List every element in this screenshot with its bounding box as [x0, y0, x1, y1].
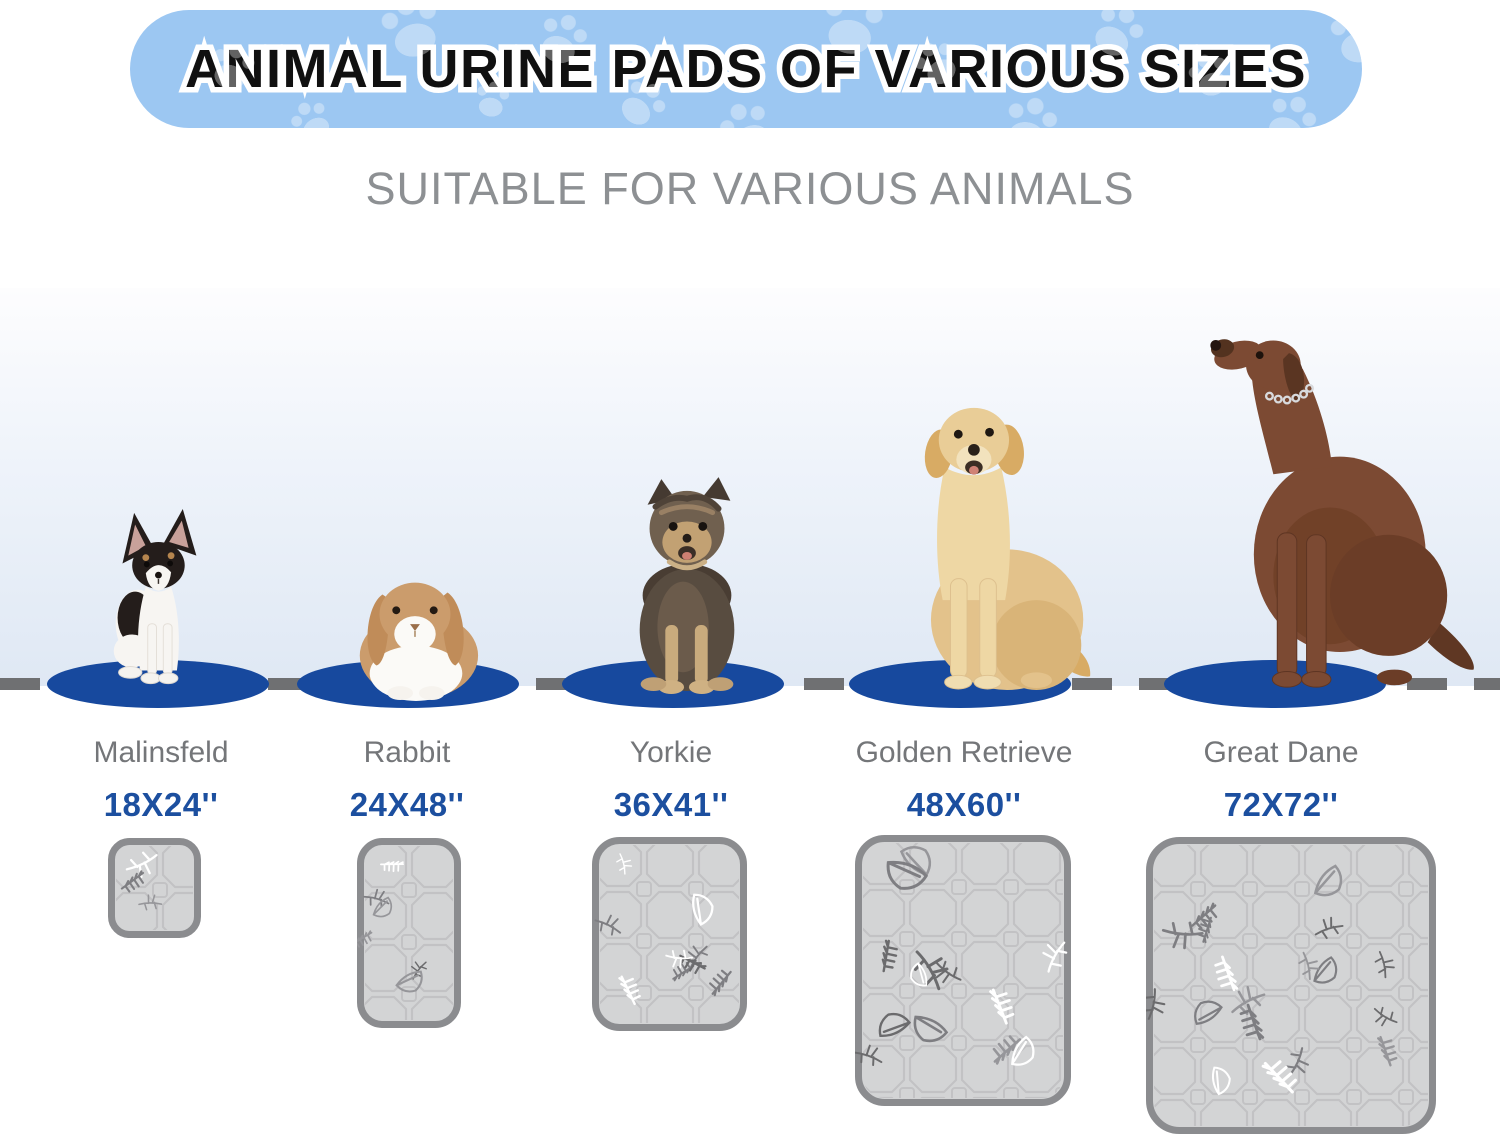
great-dane-illustration — [1210, 339, 1474, 688]
paw-print-icon — [468, 76, 516, 124]
pad-image-48x60 — [855, 835, 1071, 1106]
title-banner: ANIMAL URINE PADS OF VARIOUS SIZES ANIMA… — [130, 10, 1362, 128]
animal-name-yorkie: Yorkie — [629, 736, 713, 769]
pad-size-malinsfeld: 18X24'' — [103, 786, 219, 823]
animal-name-rabbit: Rabbit — [363, 736, 451, 769]
yorkie-illustration — [639, 477, 735, 694]
page-title-outline: ANIMAL URINE PADS OF VARIOUS SIZES — [179, 34, 1311, 105]
malinsfeld-illustration — [113, 508, 197, 685]
pad-image-72x72 — [1146, 837, 1436, 1134]
pad-size-yorkie: 36X41'' — [613, 786, 729, 823]
subtitle: SUITABLE FOR VARIOUS ANIMALS — [365, 163, 1135, 214]
animal-name-malinsfeld: Malinsfeld — [93, 736, 229, 769]
golden-retrieve-illustration — [924, 407, 1091, 690]
page-title-text: ANIMAL URINE PADS OF VARIOUS SIZES — [184, 39, 1308, 99]
pad-size-golden-retrieve: 48X60'' — [906, 786, 1022, 823]
page-title: ANIMAL URINE PADS OF VARIOUS SIZES ANIMA… — [179, 34, 1311, 105]
pad-image-24x48 — [357, 838, 461, 1028]
animal-name-golden-retrieve: Golden Retrieve — [855, 736, 1073, 769]
pad-size-great-dane: 72X72'' — [1223, 786, 1339, 823]
pad-image-36x41 — [592, 837, 747, 1031]
pad-size-rabbit: 24X48'' — [349, 786, 465, 823]
pad-image-18x24 — [108, 838, 201, 938]
paw-print-icon — [1320, 10, 1362, 74]
animal-name-great-dane: Great Dane — [1203, 736, 1359, 769]
rabbit-illustration — [359, 582, 479, 701]
